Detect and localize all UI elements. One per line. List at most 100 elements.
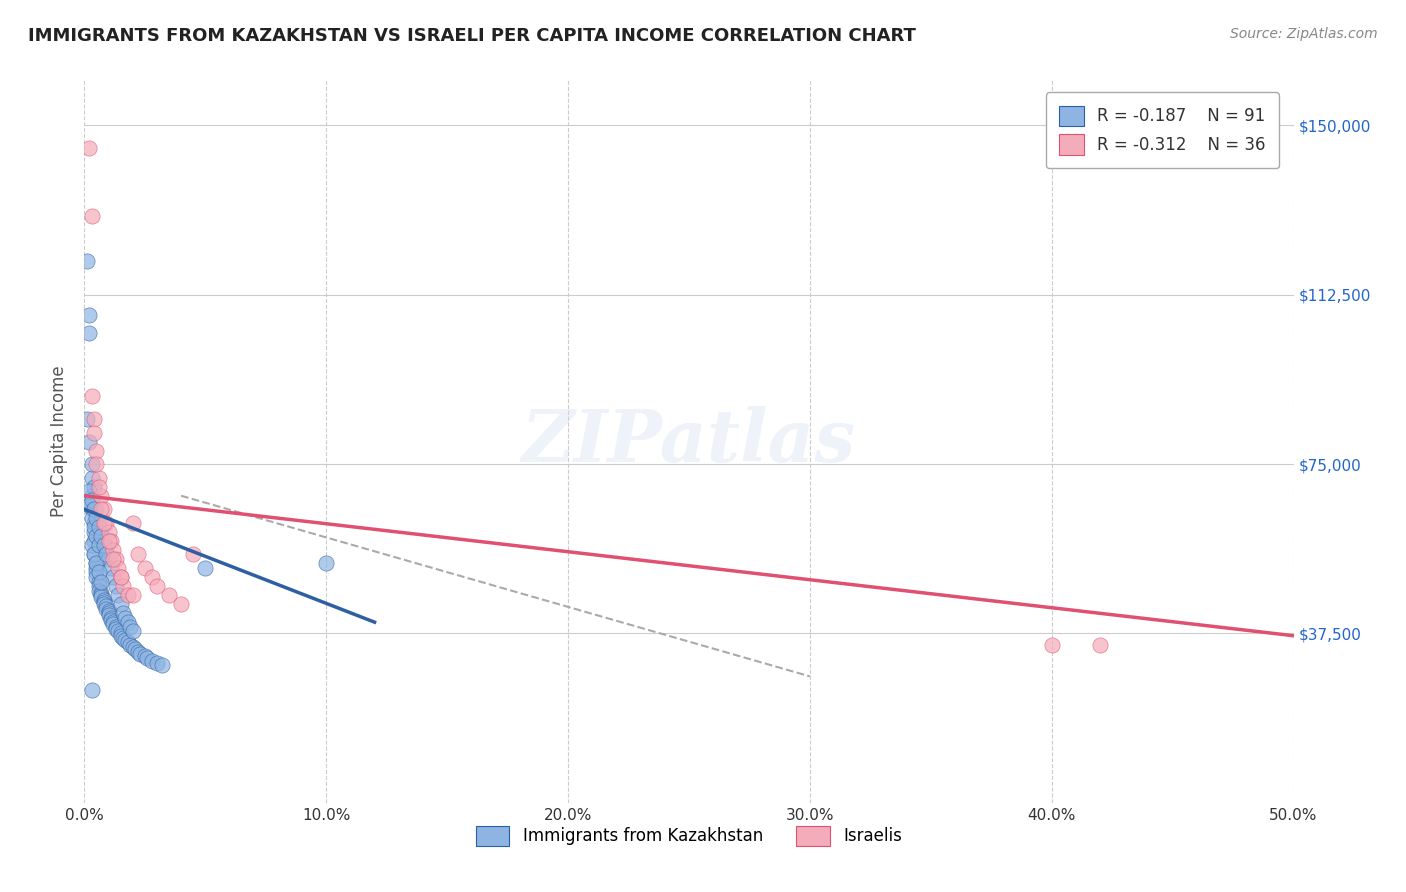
Immigrants from Kazakhstan <box>87 566 110 580</box>
Immigrants from Kazakhstan <box>117 635 139 649</box>
Immigrants from Kazakhstan <box>120 620 142 634</box>
Israelis <box>104 552 127 566</box>
Immigrants from Kazakhstan <box>150 658 173 673</box>
Israelis <box>112 579 135 593</box>
Immigrants from Kazakhstan <box>83 548 105 562</box>
Immigrants from Kazakhstan <box>86 561 108 575</box>
Immigrants from Kazakhstan <box>80 457 103 471</box>
Immigrants from Kazakhstan <box>77 326 100 340</box>
Immigrants from Kazakhstan <box>315 557 337 571</box>
Immigrants from Kazakhstan <box>77 498 100 512</box>
Immigrants from Kazakhstan <box>76 412 98 426</box>
Immigrants from Kazakhstan <box>97 552 120 566</box>
Immigrants from Kazakhstan <box>80 489 103 503</box>
Israelis <box>110 570 132 584</box>
Immigrants from Kazakhstan <box>110 597 132 611</box>
Immigrants from Kazakhstan <box>103 615 125 630</box>
Immigrants from Kazakhstan <box>87 579 110 593</box>
Israelis <box>90 502 112 516</box>
Immigrants from Kazakhstan <box>87 574 110 589</box>
Immigrants from Kazakhstan <box>83 524 105 539</box>
Israelis <box>127 548 149 562</box>
Immigrants from Kazakhstan <box>90 591 112 605</box>
Immigrants from Kazakhstan <box>114 633 136 648</box>
Immigrants from Kazakhstan <box>107 624 129 639</box>
Immigrants from Kazakhstan <box>90 588 112 602</box>
Israelis <box>157 588 180 602</box>
Immigrants from Kazakhstan <box>107 588 129 602</box>
Immigrants from Kazakhstan <box>86 529 108 543</box>
Israelis <box>146 579 169 593</box>
Text: ZIPatlas: ZIPatlas <box>522 406 856 477</box>
Israelis <box>117 588 139 602</box>
Immigrants from Kazakhstan <box>100 613 122 627</box>
Immigrants from Kazakhstan <box>86 570 108 584</box>
Immigrants from Kazakhstan <box>93 592 115 607</box>
Israelis <box>1040 638 1063 652</box>
Immigrants from Kazakhstan <box>103 570 125 584</box>
Immigrants from Kazakhstan <box>121 640 143 654</box>
Immigrants from Kazakhstan <box>87 520 110 534</box>
Immigrants from Kazakhstan <box>121 624 143 639</box>
Immigrants from Kazakhstan <box>112 631 135 645</box>
Israelis <box>87 470 110 484</box>
Israelis <box>103 552 125 566</box>
Israelis <box>77 141 100 155</box>
Immigrants from Kazakhstan <box>90 524 112 539</box>
Immigrants from Kazakhstan <box>77 484 100 499</box>
Immigrants from Kazakhstan <box>112 606 135 620</box>
Immigrants from Kazakhstan <box>100 610 122 624</box>
Immigrants from Kazakhstan <box>80 682 103 697</box>
Immigrants from Kazakhstan <box>77 434 100 449</box>
Immigrants from Kazakhstan <box>86 557 108 571</box>
Israelis <box>110 570 132 584</box>
Immigrants from Kazakhstan <box>90 574 112 589</box>
Immigrants from Kazakhstan <box>124 642 146 657</box>
Israelis <box>83 425 105 440</box>
Israelis <box>121 588 143 602</box>
Immigrants from Kazakhstan <box>127 644 149 658</box>
Immigrants from Kazakhstan <box>76 253 98 268</box>
Immigrants from Kazakhstan <box>77 308 100 322</box>
Immigrants from Kazakhstan <box>86 511 108 525</box>
Immigrants from Kazakhstan <box>117 615 139 630</box>
Immigrants from Kazakhstan <box>83 520 105 534</box>
Israelis <box>80 389 103 403</box>
Immigrants from Kazakhstan <box>94 542 117 557</box>
Immigrants from Kazakhstan <box>83 548 105 562</box>
Immigrants from Kazakhstan <box>114 610 136 624</box>
Israelis <box>93 502 115 516</box>
Immigrants from Kazakhstan <box>120 638 142 652</box>
Immigrants from Kazakhstan <box>110 629 132 643</box>
Text: Source: ZipAtlas.com: Source: ZipAtlas.com <box>1230 27 1378 41</box>
Immigrants from Kazakhstan <box>146 656 169 670</box>
Immigrants from Kazakhstan <box>100 561 122 575</box>
Immigrants from Kazakhstan <box>93 538 115 552</box>
Immigrants from Kazakhstan <box>141 654 163 668</box>
Immigrants from Kazakhstan <box>93 595 115 609</box>
Immigrants from Kazakhstan <box>103 617 125 632</box>
Immigrants from Kazakhstan <box>83 480 105 494</box>
Israelis <box>86 457 108 471</box>
Israelis <box>97 524 120 539</box>
Immigrants from Kazakhstan <box>93 597 115 611</box>
Immigrants from Kazakhstan <box>86 502 108 516</box>
Israelis <box>1088 638 1111 652</box>
Immigrants from Kazakhstan <box>97 604 120 618</box>
Immigrants from Kazakhstan <box>80 493 103 508</box>
Israelis <box>94 516 117 530</box>
Immigrants from Kazakhstan <box>90 586 112 600</box>
Israelis <box>170 597 193 611</box>
Israelis <box>86 443 108 458</box>
Text: IMMIGRANTS FROM KAZAKHSTAN VS ISRAELI PER CAPITA INCOME CORRELATION CHART: IMMIGRANTS FROM KAZAKHSTAN VS ISRAELI PE… <box>28 27 915 45</box>
Israelis <box>134 561 156 575</box>
Immigrants from Kazakhstan <box>87 583 110 598</box>
Immigrants from Kazakhstan <box>129 647 152 661</box>
Immigrants from Kazakhstan <box>94 548 117 562</box>
Y-axis label: Per Capita Income: Per Capita Income <box>51 366 69 517</box>
Israelis <box>97 533 120 548</box>
Israelis <box>181 548 204 562</box>
Immigrants from Kazakhstan <box>86 557 108 571</box>
Immigrants from Kazakhstan <box>93 533 115 548</box>
Immigrants from Kazakhstan <box>87 516 110 530</box>
